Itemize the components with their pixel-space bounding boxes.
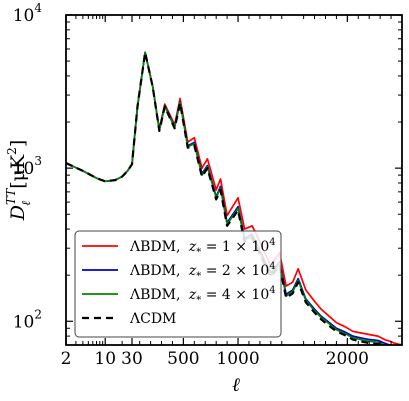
legend-label-4: ΛCDM — [129, 311, 176, 327]
plot-area — [65, 14, 403, 346]
legend: ΛBDM, z* = 1 × 104 ΛBDM, z* = 2 × 104 ΛBDM… — [74, 230, 282, 338]
x-tick-label: 2 — [61, 349, 72, 369]
svg-text:DTTℓ[μK2]: DTTℓ[μK2] — [4, 140, 33, 222]
x-tick-label: 10 — [94, 349, 116, 369]
y-tick-label: 103 — [13, 154, 42, 179]
x-tick-label: 30 — [121, 349, 143, 369]
x-tick-label: 2000 — [326, 349, 369, 369]
series-layer — [66, 51, 402, 345]
y-axis-label: DTTℓ[μK2] — [4, 140, 33, 222]
legend-label-3: ΛBDM, z* = 4 × 104 — [129, 285, 276, 306]
series-line-4 — [66, 51, 386, 345]
x-tick-label: 500 — [167, 349, 199, 369]
ticks-layer — [65, 14, 402, 345]
legend-label-2: ΛBDM, z* = 2 × 104 — [129, 261, 276, 282]
x-tick-label: 1000 — [216, 349, 259, 369]
legend-label-1: ΛBDM, z* = 1 × 104 — [129, 237, 276, 258]
x-axis-label: ℓ — [232, 374, 240, 396]
legend-box — [74, 230, 282, 338]
y-tick-label: 102 — [13, 307, 42, 332]
labels-layer: 2 10 30 500 1000 2000 102 103 104 — [13, 1, 369, 369]
y-tick-label: 104 — [13, 1, 43, 26]
plot-frame — [65, 14, 403, 346]
